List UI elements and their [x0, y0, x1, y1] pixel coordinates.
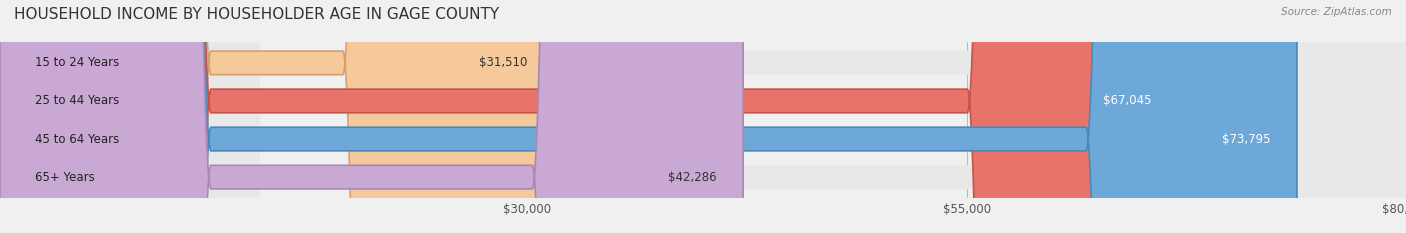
FancyBboxPatch shape [0, 0, 744, 233]
Text: $31,510: $31,510 [479, 56, 527, 69]
FancyBboxPatch shape [0, 0, 554, 233]
Text: $42,286: $42,286 [668, 171, 717, 184]
Text: $73,795: $73,795 [1222, 133, 1271, 146]
FancyBboxPatch shape [0, 0, 1178, 233]
Text: HOUSEHOLD INCOME BY HOUSEHOLDER AGE IN GAGE COUNTY: HOUSEHOLD INCOME BY HOUSEHOLDER AGE IN G… [14, 7, 499, 22]
Text: 15 to 24 Years: 15 to 24 Years [35, 56, 120, 69]
Text: $67,045: $67,045 [1104, 94, 1152, 107]
Text: Source: ZipAtlas.com: Source: ZipAtlas.com [1281, 7, 1392, 17]
Text: 45 to 64 Years: 45 to 64 Years [35, 133, 120, 146]
Text: 65+ Years: 65+ Years [35, 171, 94, 184]
Text: 25 to 44 Years: 25 to 44 Years [35, 94, 120, 107]
FancyBboxPatch shape [0, 0, 1296, 233]
